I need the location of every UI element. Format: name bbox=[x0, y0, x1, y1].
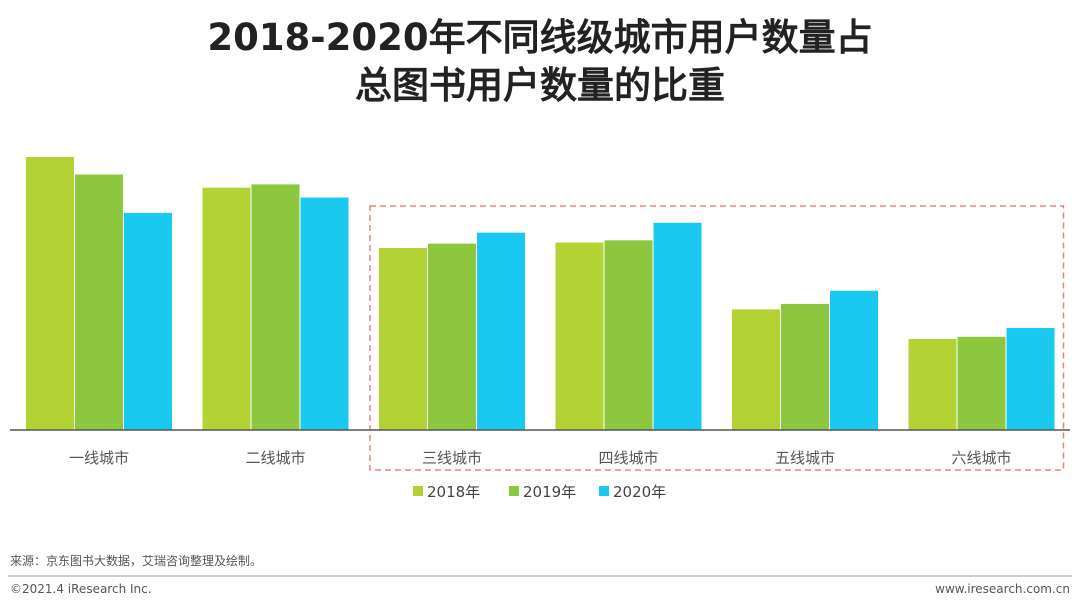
legend-label: 2020年 bbox=[613, 483, 666, 501]
bar-2020年-四线城市 bbox=[653, 222, 702, 430]
bar-2019年-二线城市 bbox=[251, 184, 300, 430]
bar-2018年-二线城市 bbox=[202, 187, 251, 430]
bar-2019年-三线城市 bbox=[428, 243, 476, 430]
bar-2020年-一线城市 bbox=[124, 212, 172, 430]
bar-2019年-四线城市 bbox=[604, 240, 653, 430]
bar-2019年-五线城市 bbox=[781, 303, 829, 430]
bar-chart: 一线城市 二线城市 三线城市 四线城市 五线城市 六线城市 2018年 2019年 2020年 bbox=[10, 156, 1070, 501]
legend-swatch bbox=[599, 486, 609, 496]
bar-2020年-二线城市 bbox=[300, 197, 349, 430]
source-note: 来源：京东图书大数据，艾瑞咨询整理及绘制。 bbox=[10, 554, 263, 568]
legend-label: 2019年 bbox=[523, 483, 576, 501]
chart-title: 2018-2020年不同线级城市用户数量占 总图书用户数量的比重 bbox=[207, 16, 873, 107]
bar-2020年-三线城市 bbox=[477, 232, 525, 430]
x-tick-label: 六线城市 bbox=[951, 449, 1011, 467]
legend-swatch bbox=[509, 486, 519, 496]
bar-2018年-一线城市 bbox=[26, 156, 74, 430]
bar-2018年-四线城市 bbox=[555, 242, 604, 430]
x-tick-label: 二线城市 bbox=[245, 449, 305, 467]
website: www.iresearch.com.cn bbox=[935, 582, 1070, 596]
bar-2019年-六线城市 bbox=[957, 336, 1006, 430]
bar-2018年-三线城市 bbox=[379, 247, 427, 430]
bar-2018年-六线城市 bbox=[908, 338, 957, 430]
bar-2019年-一线城市 bbox=[75, 174, 123, 430]
bar-2020年-五线城市 bbox=[830, 290, 878, 430]
footer-divider bbox=[8, 575, 1072, 577]
bar-2020年-六线城市 bbox=[1006, 328, 1055, 430]
x-tick-label: 三线城市 bbox=[422, 449, 482, 467]
legend-label: 2018年 bbox=[427, 483, 480, 501]
bar-2018年-五线城市 bbox=[732, 309, 780, 430]
x-tick-label: 五线城市 bbox=[775, 449, 835, 467]
highlight-box bbox=[369, 205, 1065, 471]
x-tick-label: 四线城市 bbox=[598, 449, 658, 467]
x-tick-label: 一线城市 bbox=[69, 449, 129, 467]
legend-swatch bbox=[413, 486, 423, 496]
copyright: ©2021.4 iResearch Inc. bbox=[10, 582, 152, 596]
